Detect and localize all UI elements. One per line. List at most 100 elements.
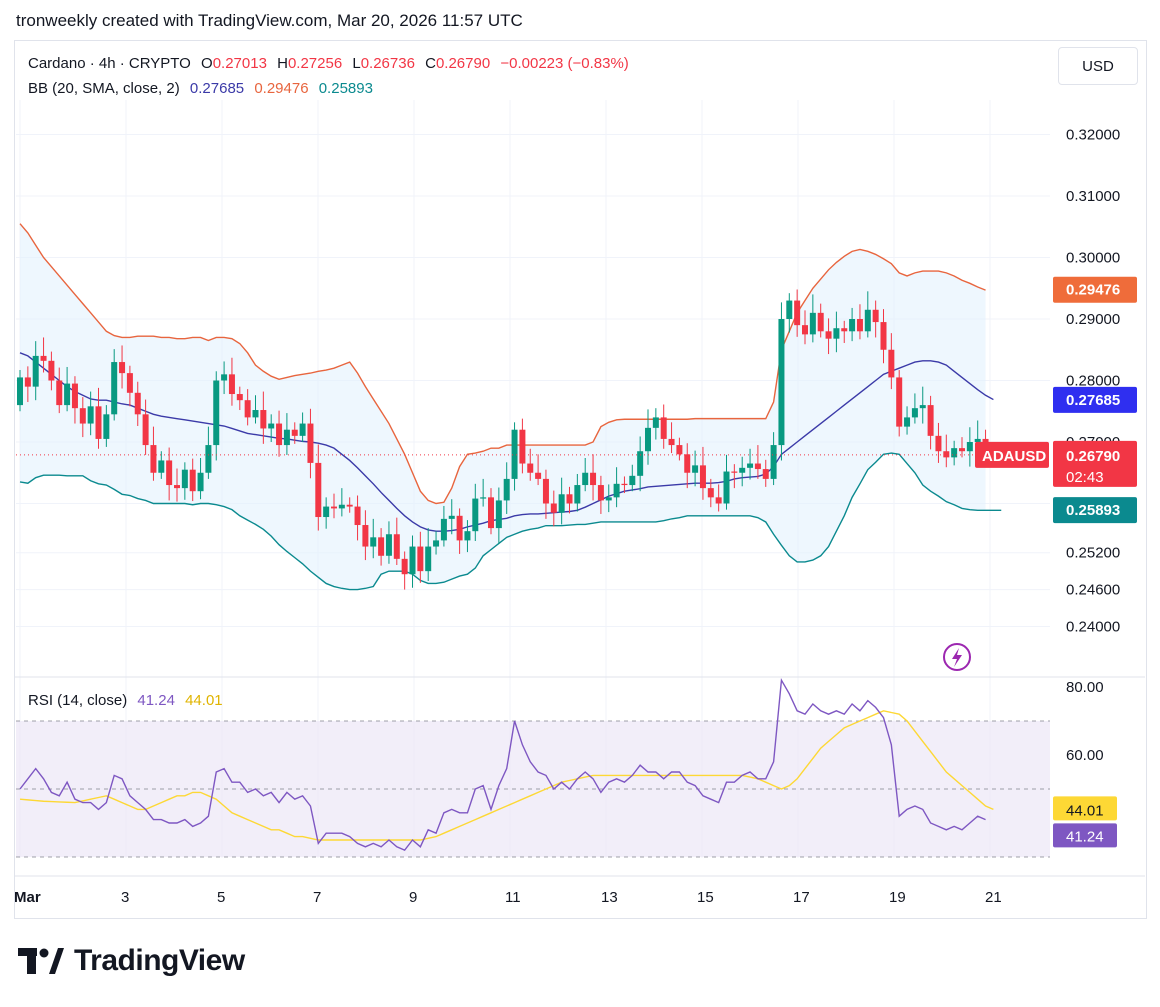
- candle-body: [71, 383, 78, 409]
- candle-body: [911, 408, 918, 418]
- candle-body: [707, 488, 714, 498]
- candle-body: [213, 380, 220, 446]
- candle-body: [770, 445, 777, 479]
- candle-body: [856, 319, 863, 332]
- candle-body: [323, 506, 330, 518]
- candle-body: [315, 462, 322, 518]
- candle-body: [872, 309, 879, 323]
- candle-body: [189, 469, 196, 492]
- y-tick-label: 0.24600: [1066, 582, 1120, 599]
- candle-body: [197, 472, 204, 492]
- candle-body: [864, 309, 871, 332]
- candle-body: [103, 414, 110, 439]
- bb-basis-value: 0.27685: [189, 80, 245, 97]
- last-price-label: 0.26790: [1066, 448, 1120, 465]
- candle-body: [401, 558, 408, 575]
- candle-body: [699, 465, 706, 489]
- candle-body: [754, 463, 761, 470]
- chart-panel: [14, 40, 1147, 919]
- x-tick-label: 3: [121, 889, 129, 906]
- candle-body: [111, 362, 118, 415]
- symbol-tag-bg: [975, 441, 1049, 468]
- candle-body: [174, 485, 180, 489]
- candle-body: [503, 478, 510, 501]
- candle-body: [134, 392, 141, 415]
- candle-body: [613, 483, 620, 498]
- x-tick-label: 17: [793, 889, 810, 906]
- candle-body: [558, 494, 565, 513]
- candle-body: [943, 451, 950, 458]
- candle-body: [362, 525, 369, 547]
- candle-body: [786, 300, 793, 319]
- candle-body: [338, 504, 345, 509]
- chart-attribution: tronweekly created with TradingView.com,…: [16, 11, 523, 30]
- candle-body: [802, 325, 808, 335]
- currency-button[interactable]: USD: [1058, 47, 1138, 85]
- candle-body: [621, 483, 628, 486]
- candle-body: [150, 445, 157, 473]
- candle-body: [79, 408, 86, 424]
- candle-body: [888, 349, 895, 378]
- candle-body: [95, 406, 102, 439]
- y-tick-label: 0.25200: [1066, 545, 1120, 562]
- candle-body: [24, 377, 31, 387]
- low-value: L0.26736: [352, 55, 415, 72]
- y-tick-label: 0.28000: [1066, 373, 1120, 390]
- high-value: H0.27256: [277, 55, 343, 72]
- rsi-label: RSI (14, close): [28, 692, 128, 709]
- candle-body: [511, 429, 518, 479]
- candle-body: [40, 355, 47, 361]
- candle-body: [276, 423, 283, 446]
- candle-body: [660, 417, 667, 439]
- bb-fill-area: [20, 223, 986, 590]
- candle-body: [17, 377, 23, 406]
- candle-body: [535, 472, 542, 479]
- x-tick-label: Mar: [14, 889, 41, 906]
- rsi-ma-value: 44.01: [185, 692, 223, 709]
- candle-body: [652, 417, 659, 428]
- candle-body: [566, 494, 573, 504]
- candle-body: [550, 503, 557, 513]
- bb-basis-badge: 0.27685: [1066, 392, 1120, 409]
- candle-body: [268, 423, 275, 429]
- bb-upper-value: 0.29476: [254, 80, 309, 97]
- bb-upper-line: [19, 223, 986, 505]
- x-tick-label: 15: [697, 889, 714, 906]
- bb-lower-line: [19, 452, 1002, 591]
- candle-body: [605, 497, 612, 501]
- candle-body: [221, 374, 228, 381]
- bb-upper-badge-bg: [1053, 276, 1137, 303]
- candle-body: [346, 504, 353, 507]
- tradingview-logo: TradingView: [18, 944, 245, 978]
- candle-body: [126, 373, 133, 393]
- candle-body: [181, 469, 188, 489]
- candle-body: [959, 448, 965, 452]
- last-price-badge-bg: [1053, 440, 1137, 487]
- candle-body: [919, 405, 926, 409]
- candle-body: [448, 515, 455, 519]
- bb-basis-badge-bg: [1053, 386, 1137, 413]
- candle-body: [244, 400, 251, 418]
- tradingview-logo-icon: [18, 948, 64, 974]
- candle-body: [951, 448, 958, 458]
- candle-body: [762, 469, 769, 479]
- bb-legend: BB (20, SMA, close, 2) 0.27685 0.29476 0…: [28, 80, 379, 97]
- candle-body: [64, 383, 71, 406]
- candle-body: [385, 534, 392, 556]
- lightning-icon: [943, 643, 971, 671]
- candle-body: [880, 322, 887, 350]
- candle-body: [378, 537, 385, 556]
- x-tick-label: 13: [601, 889, 618, 906]
- candle-body: [794, 300, 801, 326]
- symbol-label: Cardano · 4h · CRYPTO: [28, 55, 191, 72]
- rsi-ma-badge: 44.01: [1066, 802, 1104, 819]
- candle-body: [331, 506, 337, 509]
- candle-body: [637, 451, 644, 476]
- bb-lower-badge-bg: [1053, 497, 1137, 524]
- y-tick-label: 0.32000: [1066, 127, 1120, 144]
- candle-body: [283, 429, 290, 446]
- candle-body: [723, 471, 730, 504]
- candle-body: [629, 475, 636, 486]
- candle-body: [472, 498, 479, 532]
